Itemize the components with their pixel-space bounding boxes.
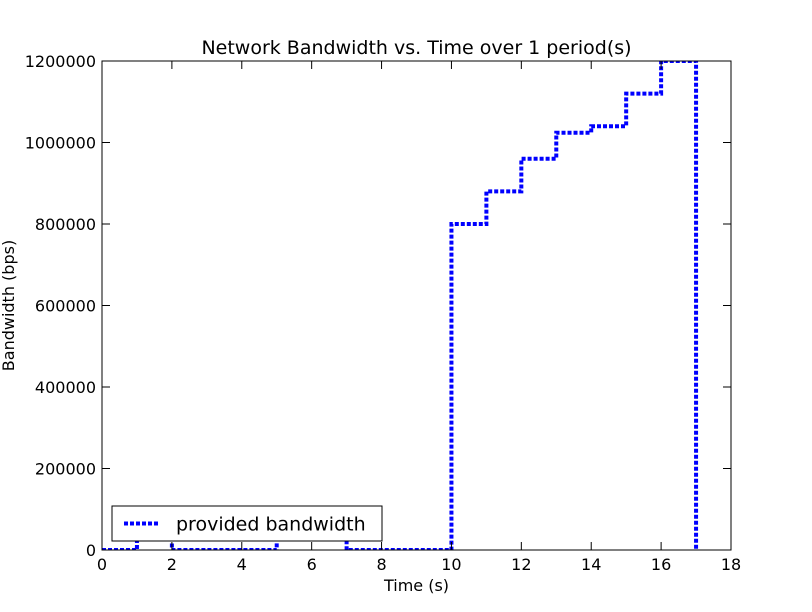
x-axis-title: Time (s) xyxy=(383,576,449,595)
x-tick-label: 8 xyxy=(376,555,386,574)
y-tick-label: 1200000 xyxy=(25,52,96,71)
x-tick-label: 18 xyxy=(721,555,741,574)
x-tick-label: 4 xyxy=(237,555,247,574)
y-tick-label: 600000 xyxy=(35,297,96,316)
plot-frame xyxy=(101,60,732,551)
y-tick-label: 200000 xyxy=(35,460,96,479)
chart-title: Network Bandwidth vs. Time over 1 period… xyxy=(201,37,631,59)
y-tick-label: 0 xyxy=(86,541,96,560)
x-tick-label: 10 xyxy=(441,555,461,574)
y-tick-label: 400000 xyxy=(35,378,96,397)
x-tick-label: 12 xyxy=(511,555,531,574)
y-axis-title: Bandwidth (bps) xyxy=(0,240,18,371)
x-tick-label: 0 xyxy=(97,555,107,574)
y-tick-label: 1000000 xyxy=(25,134,96,153)
x-tick-label: 2 xyxy=(167,555,177,574)
x-tick-label: 16 xyxy=(651,555,671,574)
legend-label: provided bandwidth xyxy=(176,514,366,536)
y-tick-label: 800000 xyxy=(35,215,96,234)
x-tick-label: 6 xyxy=(307,555,317,574)
series-line-0 xyxy=(102,61,699,550)
axis-ticks: 0 2 4 6 8 10 12 14 16 18 0 200000 400000 600000 800000… xyxy=(25,52,741,574)
legend: provided bandwidth xyxy=(111,505,383,542)
x-tick-label: 14 xyxy=(581,555,601,574)
plot-area xyxy=(101,60,732,551)
